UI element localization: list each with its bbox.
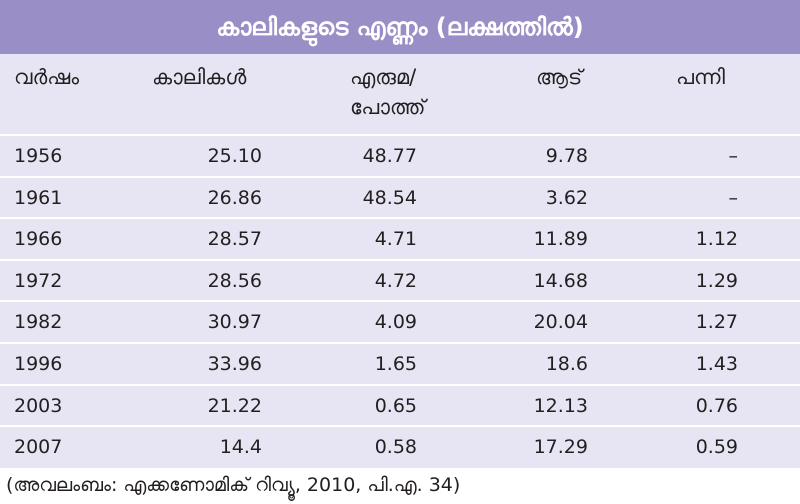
cell-cattle: 14.4	[219, 436, 262, 459]
cell-year: 1966	[14, 228, 63, 251]
header-goat: ആട്	[536, 65, 583, 89]
header-buffalo: എരുമ/ പോത്ത്	[350, 62, 425, 122]
table-row: 2003 21.22 0.65 12.13 0.76	[0, 383, 800, 426]
cell-buffalo: 4.71	[374, 228, 417, 251]
livestock-table: കാലികളുടെ എണ്ണം (ലക്ഷത്തിൽ) വർഷം കാലികൾ …	[0, 0, 800, 468]
cell-cattle: 21.22	[207, 394, 262, 417]
cell-pig: 1.12	[695, 228, 738, 251]
cell-pig: 0.76	[695, 394, 738, 417]
cell-goat: 3.62	[545, 186, 588, 209]
cell-goat: 14.68	[533, 269, 588, 292]
cell-goat: 12.13	[533, 394, 588, 417]
cell-goat: 18.6	[545, 352, 588, 375]
cell-buffalo: 48.54	[362, 186, 417, 209]
cell-goat: 17.29	[533, 436, 588, 459]
table-body: 1956 25.10 48.77 9.78 – 1961 26.86 48.54…	[0, 134, 800, 467]
table-row: 1982 30.97 4.09 20.04 1.27	[0, 300, 800, 342]
source-citation: (അവലംബം: എക്കണോമിക് റിവ്യൂ, 2010, പി.എ. …	[6, 474, 461, 496]
cell-buffalo: 4.72	[374, 269, 417, 292]
cell-year: 1982	[14, 311, 63, 334]
cell-cattle: 30.97	[207, 311, 262, 334]
cell-pig: 1.43	[695, 352, 738, 375]
cell-year: 1996	[14, 352, 63, 375]
header-buffalo-line2: പോത്ത്	[350, 95, 426, 119]
cell-goat: 20.04	[533, 311, 588, 334]
cell-cattle: 33.96	[207, 352, 262, 375]
cell-goat: 11.89	[533, 228, 588, 251]
header-pig: പന്നി	[676, 65, 725, 89]
cell-cattle: 28.56	[207, 269, 262, 292]
cell-goat: 9.78	[545, 145, 588, 167]
table-header-row: വർഷം കാലികൾ എരുമ/ പോത്ത് ആട് പന്നി	[0, 54, 800, 134]
header-cattle: കാലികൾ	[152, 65, 247, 89]
cell-year: 2003	[14, 394, 63, 417]
cell-cattle: 26.86	[207, 186, 262, 209]
cell-cattle: 25.10	[207, 145, 262, 167]
cell-year: 1961	[14, 186, 63, 209]
cell-pig: 0.59	[695, 436, 738, 459]
table-row: 1972 28.56 4.72 14.68 1.29	[0, 258, 800, 301]
cell-buffalo: 0.58	[374, 436, 417, 459]
table-row: 2007 14.4 0.58 17.29 0.59	[0, 425, 800, 467]
table-title: കാലികളുടെ എണ്ണം (ലക്ഷത്തിൽ)	[0, 0, 800, 54]
table-row: 1961 26.86 48.54 3.62 –	[0, 175, 800, 218]
cell-buffalo: 4.09	[374, 311, 417, 334]
cell-buffalo: 48.77	[362, 145, 417, 167]
cell-pig: –	[728, 145, 739, 167]
cell-pig: –	[728, 186, 739, 209]
cell-pig: 1.27	[695, 311, 738, 334]
header-year: വർഷം	[14, 65, 79, 89]
cell-buffalo: 1.65	[374, 352, 417, 375]
cell-year: 2007	[14, 436, 63, 459]
cell-year: 1956	[14, 145, 63, 167]
header-buffalo-line1: എരുമ/	[350, 65, 417, 89]
table-row: 1996 33.96 1.65 18.6 1.43	[0, 341, 800, 384]
table-row: 1956 25.10 48.77 9.78 –	[0, 134, 800, 176]
cell-year: 1972	[14, 269, 63, 292]
table-row: 1966 28.57 4.71 11.89 1.12	[0, 217, 800, 259]
cell-buffalo: 0.65	[374, 394, 417, 417]
cell-pig: 1.29	[695, 269, 738, 292]
cell-cattle: 28.57	[207, 228, 262, 251]
